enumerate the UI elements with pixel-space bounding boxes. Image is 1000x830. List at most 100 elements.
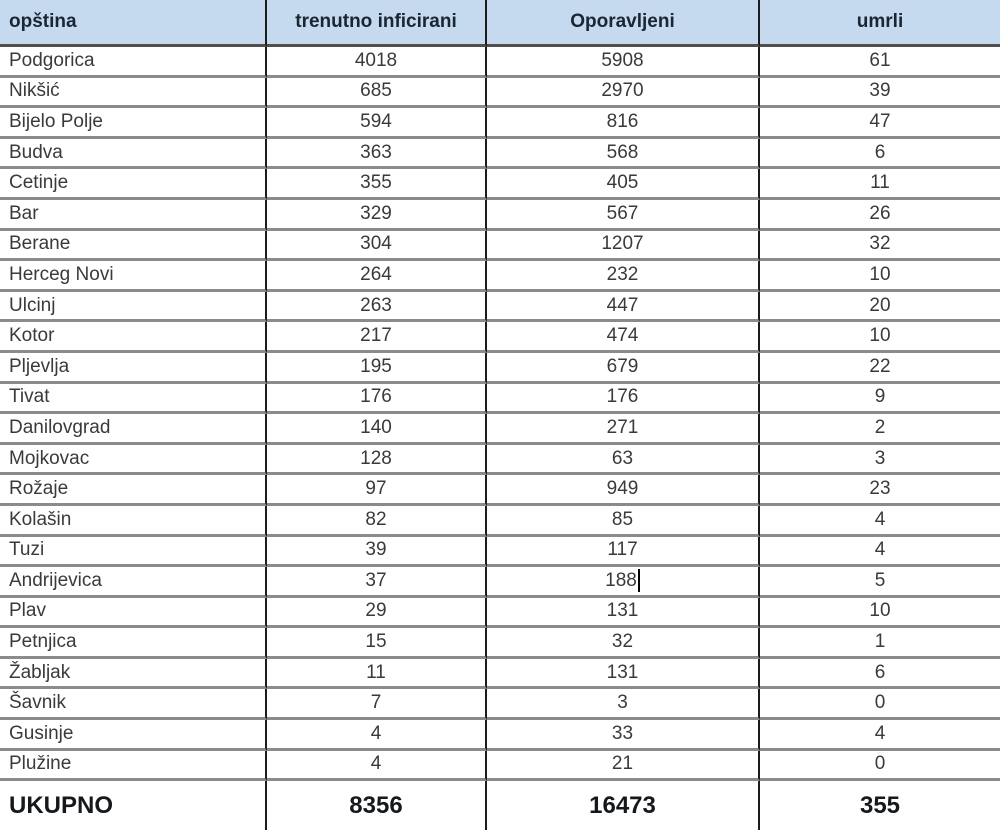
- recovered-cell[interactable]: 117: [487, 536, 760, 568]
- deaths-cell[interactable]: 47: [760, 108, 1000, 139]
- recovered-cell[interactable]: 131: [487, 597, 760, 629]
- infected-cell[interactable]: 29: [267, 597, 487, 629]
- total-label-cell[interactable]: UKUPNO: [0, 781, 267, 830]
- deaths-cell[interactable]: 10: [760, 322, 1000, 353]
- deaths-cell[interactable]: 10: [760, 598, 1000, 629]
- recovered-cell[interactable]: 63: [487, 444, 760, 476]
- infected-cell[interactable]: 4: [267, 720, 487, 751]
- deaths-cell[interactable]: 26: [760, 200, 1000, 231]
- infected-cell[interactable]: 363: [267, 138, 487, 170]
- municipality-name-cell[interactable]: Mojkovac: [0, 444, 267, 476]
- deaths-cell[interactable]: 11: [760, 169, 1000, 200]
- municipality-name-cell[interactable]: Gusinje: [0, 720, 267, 751]
- recovered-cell[interactable]: 271: [487, 414, 760, 445]
- total-recovered-cell[interactable]: 16473: [487, 781, 760, 830]
- recovered-cell[interactable]: 3: [487, 689, 760, 721]
- deaths-cell[interactable]: 4: [760, 720, 1000, 751]
- infected-cell[interactable]: 7: [267, 689, 487, 721]
- recovered-cell[interactable]: 568: [487, 138, 760, 170]
- infected-cell[interactable]: 39: [267, 536, 487, 568]
- infected-cell[interactable]: 128: [267, 444, 487, 476]
- recovered-cell[interactable]: 447: [487, 291, 760, 323]
- recovered-cell[interactable]: 32: [487, 628, 760, 659]
- municipality-name-cell[interactable]: Bijelo Polje: [0, 108, 267, 139]
- infected-cell[interactable]: 195: [267, 352, 487, 384]
- municipality-name-cell[interactable]: Budva: [0, 138, 267, 170]
- municipality-name-cell[interactable]: Plužine: [0, 750, 267, 782]
- municipality-name-cell[interactable]: Kotor: [0, 322, 267, 353]
- infected-cell[interactable]: 329: [267, 199, 487, 231]
- deaths-cell[interactable]: 0: [760, 751, 1000, 782]
- deaths-cell[interactable]: 3: [760, 445, 1000, 476]
- infected-cell[interactable]: 82: [267, 505, 487, 537]
- column-header-deaths[interactable]: umrli: [760, 0, 1000, 47]
- column-header-opstina[interactable]: opština: [0, 0, 267, 47]
- recovered-cell[interactable]: 131: [487, 658, 760, 690]
- recovered-cell[interactable]: 474: [487, 322, 760, 353]
- deaths-cell[interactable]: 4: [760, 537, 1000, 568]
- infected-cell[interactable]: 140: [267, 414, 487, 445]
- deaths-cell[interactable]: 1: [760, 628, 1000, 659]
- infected-cell[interactable]: 264: [267, 261, 487, 292]
- deaths-cell[interactable]: 32: [760, 231, 1000, 262]
- total-infected-cell[interactable]: 8356: [267, 781, 487, 830]
- recovered-cell[interactable]: 85: [487, 505, 760, 537]
- recovered-cell[interactable]: 33: [487, 720, 760, 751]
- municipality-name-cell[interactable]: Tuzi: [0, 536, 267, 568]
- recovered-cell[interactable]: 176: [487, 383, 760, 415]
- recovered-cell[interactable]: 679: [487, 352, 760, 384]
- infected-cell[interactable]: 594: [267, 108, 487, 139]
- municipality-name-cell[interactable]: Danilovgrad: [0, 414, 267, 445]
- municipality-name-cell[interactable]: Petnjica: [0, 628, 267, 659]
- infected-cell[interactable]: 37: [267, 567, 487, 598]
- deaths-cell[interactable]: 6: [760, 659, 1000, 690]
- infected-cell[interactable]: 176: [267, 383, 487, 415]
- municipality-name-cell[interactable]: Nikšić: [0, 77, 267, 109]
- deaths-cell[interactable]: 6: [760, 139, 1000, 170]
- municipality-name-cell[interactable]: Rožaje: [0, 475, 267, 506]
- infected-cell[interactable]: 97: [267, 475, 487, 506]
- municipality-name-cell[interactable]: Kolašin: [0, 505, 267, 537]
- municipality-name-cell[interactable]: Herceg Novi: [0, 261, 267, 292]
- recovered-cell[interactable]: 188: [487, 567, 760, 598]
- recovered-cell[interactable]: 405: [487, 169, 760, 200]
- deaths-cell[interactable]: 20: [760, 292, 1000, 323]
- municipality-name-cell[interactable]: Žabljak: [0, 658, 267, 690]
- recovered-cell[interactable]: 2970: [487, 77, 760, 109]
- recovered-cell[interactable]: 567: [487, 199, 760, 231]
- deaths-cell[interactable]: 61: [760, 47, 1000, 78]
- recovered-cell[interactable]: 949: [487, 475, 760, 506]
- municipality-name-cell[interactable]: Plav: [0, 597, 267, 629]
- infected-cell[interactable]: 15: [267, 628, 487, 659]
- recovered-cell[interactable]: 232: [487, 261, 760, 292]
- column-header-recovered[interactable]: Oporavljeni: [487, 0, 760, 47]
- municipality-name-cell[interactable]: Podgorica: [0, 47, 267, 78]
- infected-cell[interactable]: 11: [267, 658, 487, 690]
- municipality-name-cell[interactable]: Šavnik: [0, 689, 267, 721]
- deaths-cell[interactable]: 4: [760, 506, 1000, 537]
- deaths-cell[interactable]: 9: [760, 384, 1000, 415]
- infected-cell[interactable]: 217: [267, 322, 487, 353]
- infected-cell[interactable]: 4: [267, 750, 487, 782]
- municipality-name-cell[interactable]: Pljevlja: [0, 352, 267, 384]
- municipality-name-cell[interactable]: Andrijevica: [0, 567, 267, 598]
- total-deaths-cell[interactable]: 355: [859, 791, 901, 819]
- municipality-name-cell[interactable]: Berane: [0, 230, 267, 262]
- infected-cell[interactable]: 4018: [267, 47, 487, 78]
- infected-cell[interactable]: 304: [267, 230, 487, 262]
- deaths-cell[interactable]: 39: [760, 78, 1000, 109]
- infected-cell[interactable]: 685: [267, 77, 487, 109]
- infected-cell[interactable]: 355: [267, 169, 487, 200]
- recovered-cell[interactable]: 816: [487, 108, 760, 139]
- deaths-cell[interactable]: 2: [760, 414, 1000, 445]
- municipality-name-cell[interactable]: Bar: [0, 199, 267, 231]
- deaths-cell[interactable]: 0: [760, 689, 1000, 721]
- recovered-cell[interactable]: 1207: [487, 230, 760, 262]
- municipality-name-cell[interactable]: Tivat: [0, 383, 267, 415]
- recovered-cell[interactable]: 5908: [487, 47, 760, 78]
- deaths-cell[interactable]: 5: [760, 567, 1000, 598]
- deaths-cell[interactable]: 22: [760, 353, 1000, 384]
- column-header-infected[interactable]: trenutno inficirani: [267, 0, 487, 47]
- infected-cell[interactable]: 263: [267, 291, 487, 323]
- deaths-cell[interactable]: 10: [760, 261, 1000, 292]
